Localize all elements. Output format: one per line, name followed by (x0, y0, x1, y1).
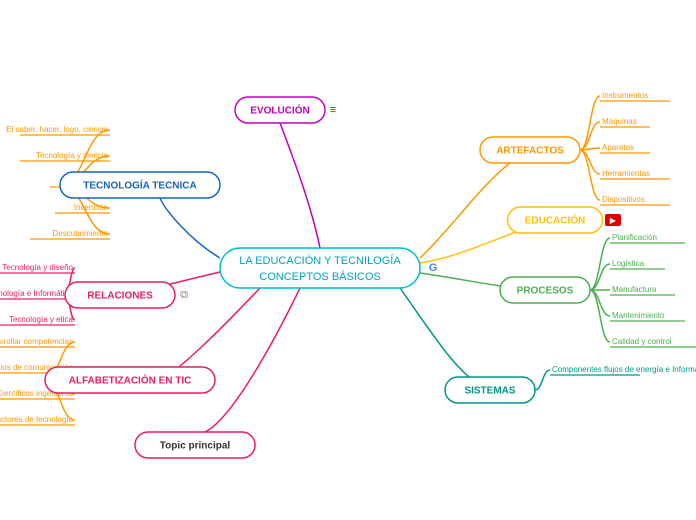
leaf-edge-artefactos-4 (580, 150, 600, 200)
center-title-line2: CONCEPTOS BÁSICOS (259, 270, 380, 283)
youtube-icon[interactable]: ▶ (610, 216, 617, 225)
edge-tecnologia-tecnica (160, 198, 220, 258)
branch-label-sistemas: SISTEMAS (464, 386, 515, 397)
leaf-edge-procesos-3 (590, 290, 610, 316)
leaf-relaciones-2[interactable]: Tecnología y etica (9, 315, 74, 324)
branch-label-relaciones: RELACIONES (87, 291, 153, 302)
leaf-tecnologia-tecnica-3[interactable]: Invención (74, 203, 108, 212)
edge-topic-principal (205, 288, 300, 432)
leaf-procesos-1[interactable]: Logística (612, 259, 645, 268)
leaf-alfabetizacion-0[interactable]: arrollar competencias (0, 337, 73, 346)
branch-label-topic-principal: Topic principal (160, 441, 231, 452)
edge-evolucion (280, 123, 320, 248)
leaf-edge-procesos-0 (590, 238, 610, 290)
branch-label-alfabetizacion: ALFABETIZACIÓN EN TIC (69, 374, 192, 387)
mindmap-canvas: Instrumentos Máquinas Aparatos Herramientas… (0, 0, 696, 520)
leaf-tecnologia-tecnica-1[interactable]: Tecnología y ciencia (36, 151, 109, 160)
edge-artefactos (420, 150, 530, 258)
branch-label-artefactos: ARTEFACTOS (496, 146, 564, 157)
leaf-artefactos-2[interactable]: Aparatos (602, 143, 634, 152)
icon-evolucion[interactable]: ≡ (330, 104, 336, 116)
leaf-relaciones-0[interactable]: Tecnología y diseño (2, 263, 73, 272)
leaf-artefactos-1[interactable]: Máquinas (602, 117, 637, 126)
leaf-procesos-2[interactable]: Manufactura (612, 285, 657, 294)
google-icon[interactable]: G (429, 262, 438, 274)
leaf-artefactos-3[interactable]: Herramientas (602, 169, 650, 178)
leaf-procesos-0[interactable]: Planificación (612, 233, 657, 242)
edge-sistemas (400, 288, 490, 390)
edge-alfabetizacion (160, 288, 260, 380)
center-title-line1: LA EDUCACIÓN Y TECNILOGÍA (239, 254, 401, 267)
leaf-procesos-4[interactable]: Calidad y control (612, 337, 672, 346)
leaf-procesos-3[interactable]: Mantenimiento (612, 311, 665, 320)
leaf-edge-procesos-4 (590, 290, 610, 342)
branch-label-evolucion: EVOLUCIÓN (250, 104, 309, 117)
leaf-edge-artefactos-3 (580, 150, 600, 174)
node-layer: LA EDUCACIÓN Y TECNILOGÍA CONCEPTOS BÁSIC… (45, 97, 621, 458)
leaf-alfabetizacion-3[interactable]: uctores de tecnología (0, 415, 74, 424)
branch-label-procesos: PROCESOS (517, 286, 574, 297)
leaf-edge-sistemas-0 (535, 370, 550, 390)
icon-relaciones[interactable]: ⧉ (180, 289, 188, 301)
leaf-sistemas-0[interactable]: Componentes flujos de energía e Informat… (552, 365, 696, 374)
leaf-artefactos-0[interactable]: Instrumentos (602, 91, 648, 100)
leaf-tecnologia-tecnica-4[interactable]: Descubrimiento (52, 229, 108, 238)
leaf-artefactos-4[interactable]: Dispositivos (602, 195, 645, 204)
leaf-tecnologia-tecnica-0[interactable]: El saber, hacer, logo, ciencia (6, 125, 108, 134)
branch-label-tecnologia-tecnica: TECNOLOGÍA TECNICA (83, 179, 197, 192)
branch-label-educacion: EDUCACIÓN (525, 214, 586, 227)
leaf-edge-procesos-1 (590, 264, 610, 290)
leaf-relaciones-1[interactable]: Tecnología e Informática (0, 289, 74, 298)
